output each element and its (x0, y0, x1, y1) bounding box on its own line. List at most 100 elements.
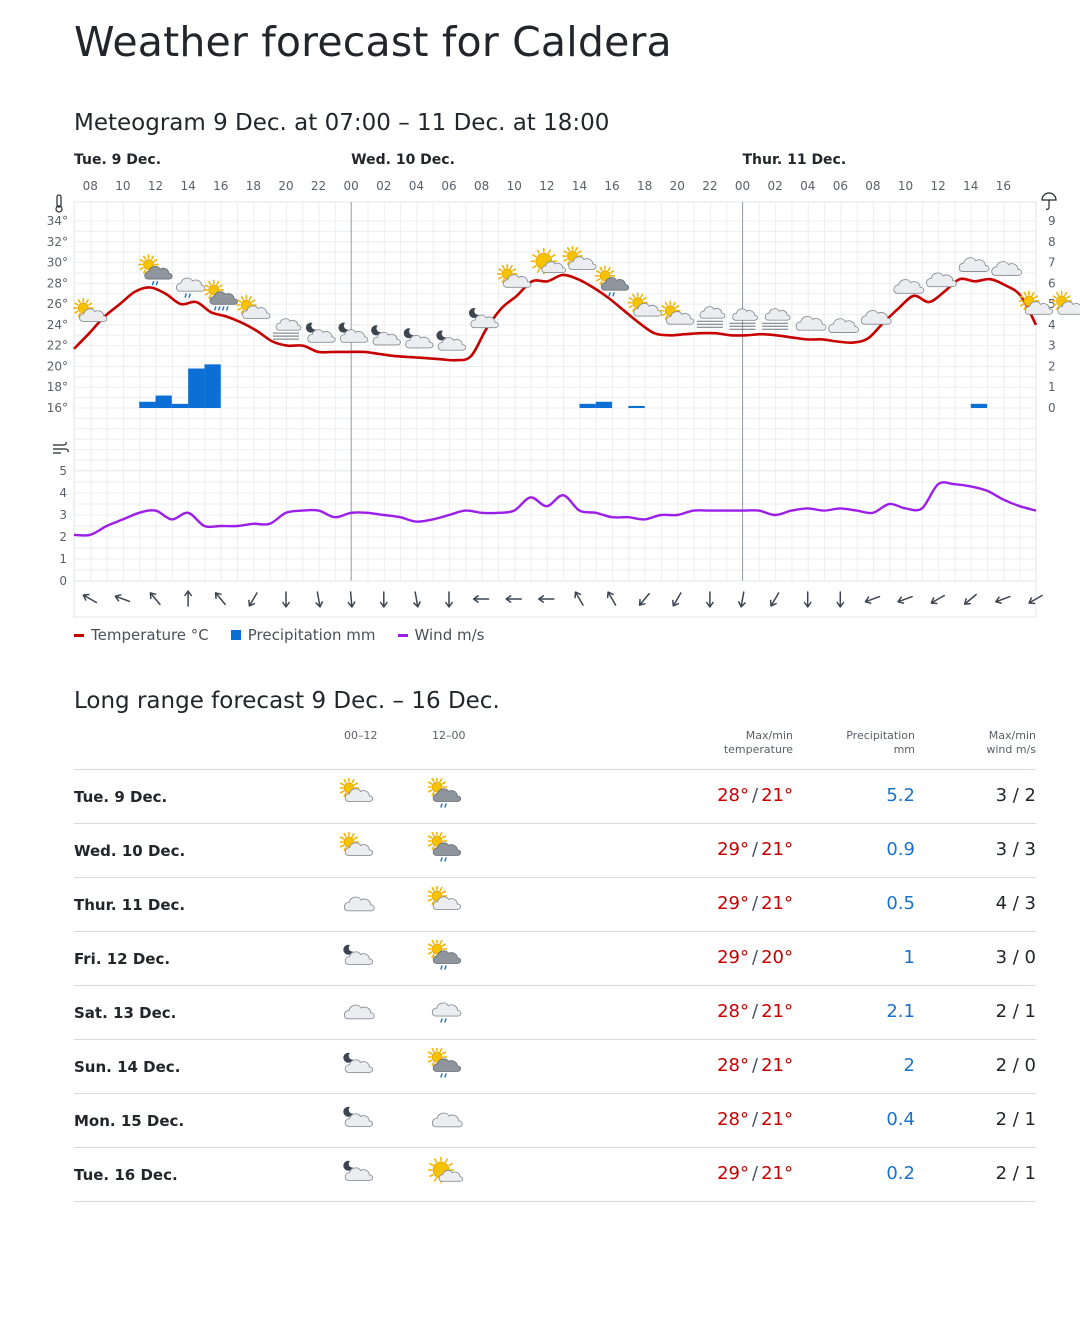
cloud-icon (828, 318, 859, 333)
wind-direction-arrow (281, 591, 291, 608)
wind-direction-arrow (315, 591, 324, 608)
cloudy-rain-icon (175, 277, 206, 298)
precipitation-tick: 2 (1048, 359, 1056, 373)
row-precipitation: 0.2 (886, 1163, 915, 1184)
cloud-icon (343, 1004, 375, 1020)
cloud-icon (860, 309, 892, 325)
temperature-tick: 22° (47, 339, 68, 353)
row-wind: 2 / 1 (995, 1109, 1036, 1130)
header-period-1: 00–12 (344, 729, 378, 742)
hour-label: 02 (376, 179, 391, 193)
row-precipitation: 2.1 (886, 1001, 915, 1022)
table-row[interactable]: Fri. 12 Dec. 29°/20° 1 3 / 0 (74, 932, 1036, 986)
partly-cloudy-sun-icon (1051, 290, 1080, 315)
thermometer-icon (55, 194, 63, 213)
row-precipitation: 0.5 (886, 893, 915, 914)
min-temperature: 21° (761, 1001, 793, 1022)
precipitation-tick: 5 (1048, 297, 1056, 311)
wind-direction-arrow (606, 591, 617, 606)
partly-cloudy-sun-icon (236, 294, 271, 319)
wind-direction-arrow (505, 594, 522, 604)
fog-cloud-icon (762, 308, 791, 330)
hour-label: 06 (833, 179, 848, 193)
partly-cloudy-sun-icon (340, 778, 374, 802)
wind-tick: 0 (59, 574, 67, 588)
hour-label: 08 (474, 179, 489, 193)
partly-cloudy-moon-icon (343, 1052, 374, 1073)
meteogram-chart: Tue. 9 Dec. Wed. 10 Dec. Thur. 11 Dec.08 10… (47, 152, 1080, 618)
partly-cloudy-moon-icon (305, 322, 336, 343)
hour-label: 20 (670, 179, 685, 193)
table-row[interactable]: Mon. 15 Dec. 28°/21° 0.4 2 / 1 (74, 1094, 1036, 1148)
hour-label: 04 (409, 179, 424, 193)
wind-direction-arrow (803, 591, 812, 608)
table-row[interactable]: Sun. 14 Dec. 28°/21° 2 2 / 0 (74, 1040, 1036, 1094)
table-row[interactable]: Thur. 11 Dec. 29°/21° 0.5 4 / 3 (74, 878, 1036, 932)
table-row[interactable]: Tue. 9 Dec. 28°/21° 5.2 3 / 2 (74, 770, 1036, 824)
row-precipitation: 5.2 (886, 785, 915, 806)
precipitation-bar (139, 401, 156, 408)
precipitation-swatch (230, 630, 241, 640)
wind-tick: 1 (59, 552, 67, 566)
hour-label: 16 (213, 179, 228, 193)
wind-direction-arrow (214, 592, 226, 606)
partly-cloudy-moon-icon (371, 325, 401, 346)
hour-label: 20 (278, 179, 293, 193)
wind-direction-arrow (963, 593, 977, 605)
row-day: Tue. 9 Dec. (74, 788, 168, 806)
partly-cloudy-moon-icon (343, 1160, 374, 1181)
row-wind: 4 / 3 (995, 893, 1036, 914)
hour-label: 12 (931, 179, 946, 193)
temperature-swatch (74, 633, 84, 637)
wind-direction-arrow (444, 591, 454, 608)
cloud-icon (343, 896, 375, 912)
precipitation-bar (171, 403, 189, 408)
legend-precipitation-label: Precipitation mm (247, 626, 376, 644)
hour-label: 06 (441, 179, 456, 193)
table-row[interactable]: Tue. 16 Dec. 29°/21° 0.2 2 / 1 (74, 1148, 1036, 1202)
hour-label: 16 (996, 179, 1011, 193)
wind-direction-arrow (347, 591, 356, 608)
cloud-icon (795, 316, 827, 331)
hour-label: 00 (735, 179, 750, 193)
partly-cloudy-sun-icon (562, 245, 597, 270)
cloud-icon (991, 261, 1023, 276)
temperature-line (73, 273, 1038, 362)
partly-cloudy-sun-icon (1018, 290, 1054, 315)
max-temperature: 28° (717, 1109, 750, 1130)
row-day: Sun. 14 Dec. (74, 1058, 181, 1076)
max-temperature: 28° (717, 785, 750, 806)
wind-direction-arrow (472, 594, 490, 604)
max-temperature: 29° (717, 1163, 750, 1184)
cloud-icon (431, 1112, 463, 1128)
partly-cloudy-moon-icon (436, 330, 467, 351)
partly-cloudy-sun-icon (340, 832, 374, 856)
table-row[interactable]: Wed. 10 Dec. 29°/21° 0.9 3 / 3 (74, 824, 1036, 878)
temperature-tick: 26° (47, 297, 68, 311)
temperature-tick: 28° (47, 276, 68, 290)
table-row[interactable]: Sat. 13 Dec. 28°/21° 2.1 2 / 1 (74, 986, 1036, 1040)
fog-cloud-icon (729, 308, 758, 330)
wind-direction-arrow (412, 591, 422, 608)
rain-cloudy-sun-icon (428, 778, 462, 808)
wind-icon (53, 441, 69, 454)
precipitation-bar (595, 401, 613, 408)
partly-cloudy-moon-icon (468, 307, 499, 329)
temperature-tick: 24° (47, 318, 68, 332)
legend-wind-label: Wind m/s (414, 626, 485, 644)
hour-label: 22 (702, 179, 717, 193)
rain-cloudy-sun-icon (428, 940, 462, 970)
header-wind-line1: Max/min (988, 729, 1036, 742)
wind-direction-arrow (672, 592, 682, 607)
legend-temperature[interactable]: Temperature °C (74, 626, 209, 644)
legend-wind[interactable]: Wind m/s (397, 626, 485, 644)
max-temperature: 28° (717, 1055, 750, 1076)
row-wind: 2 / 1 (995, 1163, 1036, 1184)
hour-label: 22 (311, 179, 326, 193)
cloud-icon (958, 257, 990, 272)
legend-precipitation[interactable]: Precipitation mm (230, 626, 376, 644)
precipitation-bar (155, 395, 172, 408)
header-temperature-line2: temperature (723, 743, 793, 756)
row-wind: 3 / 2 (995, 785, 1036, 806)
partly-cloudy-sun-icon (627, 292, 662, 317)
